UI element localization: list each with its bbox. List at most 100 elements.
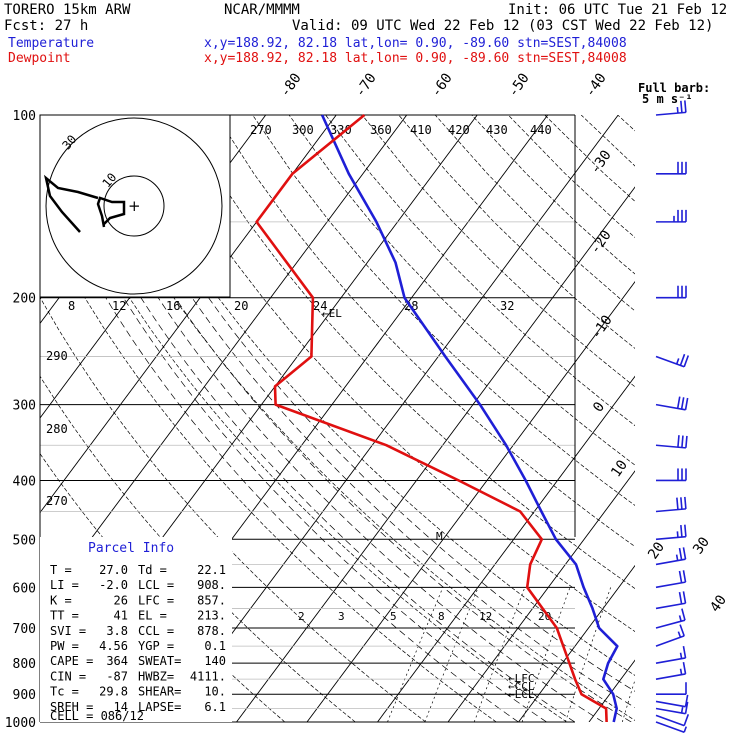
parcel-row-value: 4.56 bbox=[99, 639, 128, 653]
dry-adiabat-line bbox=[216, 115, 740, 722]
temperature-label: -50 bbox=[505, 70, 533, 100]
wind-barb-flag bbox=[683, 547, 685, 559]
parcel-row-label: LCL = bbox=[138, 578, 174, 592]
temperature-label: -30 bbox=[587, 147, 615, 177]
parcel-row-label: CAPE = bbox=[50, 654, 93, 668]
wind-barb bbox=[656, 497, 686, 512]
parcel-row-label: CCL = bbox=[138, 624, 174, 638]
wind-barb-half bbox=[677, 531, 678, 537]
wind-barb-half bbox=[677, 358, 679, 364]
moist-adiabat-line bbox=[175, 298, 631, 722]
temperature-label: -10 bbox=[588, 312, 616, 342]
wind-barb-staff bbox=[656, 636, 684, 646]
dry-adiabat-line bbox=[581, 115, 740, 722]
parcel-row-value: 29.8 bbox=[99, 685, 128, 699]
isotherm-line bbox=[448, 115, 740, 722]
mixing-ratio-label: 5 bbox=[390, 610, 397, 623]
wind-barb-flag bbox=[680, 625, 684, 636]
temperature-label: -70 bbox=[352, 70, 380, 100]
parcel-row-label: YGP = bbox=[138, 639, 174, 653]
wind-barb-flag bbox=[686, 436, 687, 448]
wind-barb-flag bbox=[682, 397, 684, 409]
wind-speed-label: 16 bbox=[166, 299, 180, 313]
forecast-hour: Fcst: 27 h bbox=[4, 18, 88, 34]
parcel-row-value: 27.0 bbox=[99, 563, 128, 577]
parcel-row-value: 213. bbox=[197, 609, 226, 623]
isotherm-line bbox=[589, 115, 740, 722]
parcel-row-value: -2.0 bbox=[99, 578, 128, 592]
model-title: TORERO 15km ARW bbox=[4, 2, 131, 18]
init-time: Init: 06 UTC Tue 21 Feb 12 bbox=[508, 2, 727, 18]
wind-barb-staff bbox=[656, 658, 686, 663]
wind-barb-flag bbox=[683, 591, 685, 603]
wind-barb-flag bbox=[684, 714, 688, 725]
annotation-el: ←EL bbox=[322, 307, 342, 320]
parcel-row-value: 22.1 bbox=[197, 563, 226, 577]
wind-barb-flag bbox=[681, 101, 682, 113]
pressure-label: 700 bbox=[13, 622, 36, 637]
wind-barb-staff bbox=[656, 537, 686, 540]
dry-adiabat-line bbox=[508, 115, 740, 722]
pressure-label: 1000 bbox=[5, 716, 36, 731]
theta-label: 360 bbox=[370, 123, 392, 137]
wind-barb-flag bbox=[681, 525, 682, 537]
wind-barb-flag bbox=[680, 354, 684, 365]
temperature-label: -40 bbox=[582, 70, 610, 100]
mixing-ratio-label: 8 bbox=[438, 610, 445, 623]
wind-barb-half bbox=[682, 707, 683, 713]
isotherm-line bbox=[730, 115, 740, 722]
temperature-label: 40 bbox=[707, 592, 730, 615]
wind-barb-flag bbox=[686, 398, 688, 410]
wind-barb-flag bbox=[681, 497, 682, 509]
wind-barb-flag bbox=[677, 498, 678, 510]
mixing-ratio-label: 2 bbox=[298, 610, 305, 623]
wind-barb-flag bbox=[684, 356, 688, 367]
parcel-row-value: 878. bbox=[197, 624, 226, 638]
theta-label: 430 bbox=[486, 123, 508, 137]
parcel-row-label: SWEAT= bbox=[138, 654, 181, 668]
pressure-label: 500 bbox=[13, 533, 36, 548]
wind-barb bbox=[656, 591, 686, 608]
wind-barb-staff bbox=[656, 582, 686, 587]
wind-barb-half bbox=[677, 555, 678, 561]
isotherm-line bbox=[519, 115, 740, 722]
parcel-row-value: 857. bbox=[197, 593, 226, 607]
temperature-label: 10 bbox=[608, 457, 631, 480]
wind-barb-flag bbox=[685, 497, 686, 509]
parcel-row-value: 0.1 bbox=[204, 639, 226, 653]
theta-label: 420 bbox=[448, 123, 470, 137]
isotherm-line bbox=[660, 115, 740, 722]
mixing-ratio-line bbox=[425, 587, 478, 722]
wind-barb-flag bbox=[680, 548, 682, 560]
temperature-label: 0 bbox=[590, 399, 608, 415]
dry-adiabat-line bbox=[253, 115, 740, 722]
pressure-label: 900 bbox=[13, 688, 36, 703]
wind-barb-flag bbox=[683, 646, 685, 658]
parcel-row-label: PW = bbox=[50, 639, 79, 653]
parcel-row-label: LFC = bbox=[138, 593, 174, 607]
parcel-row-label: HWBZ= bbox=[138, 669, 174, 683]
wind-barb-flag bbox=[678, 397, 680, 409]
wind-barbs bbox=[656, 100, 688, 732]
wind-barb-flag bbox=[682, 436, 683, 448]
valid-time: Valid: 09 UTC Wed 22 Feb 12 (03 CST Wed … bbox=[292, 18, 713, 34]
dry-adiabat-line bbox=[289, 115, 740, 722]
wind-barb-flag bbox=[685, 525, 686, 537]
wind-speed-label: 32 bbox=[500, 299, 514, 313]
pressure-label: 600 bbox=[13, 581, 36, 596]
wind-barb bbox=[656, 625, 684, 647]
dry-adiabat-line bbox=[143, 115, 740, 722]
parcel-row-label: TT = bbox=[50, 609, 79, 623]
wind-barb-half bbox=[681, 669, 682, 675]
wind-barb bbox=[656, 397, 688, 410]
parcel-row-value: 364 bbox=[106, 654, 128, 668]
theta-label: 410 bbox=[410, 123, 432, 137]
parcel-row-label: SVI = bbox=[50, 624, 86, 638]
wind-barb bbox=[656, 646, 686, 663]
parcel-row-value: 6.1 bbox=[204, 700, 226, 714]
annotation-m: M bbox=[436, 530, 443, 543]
dry-adiabat-line bbox=[180, 115, 740, 722]
